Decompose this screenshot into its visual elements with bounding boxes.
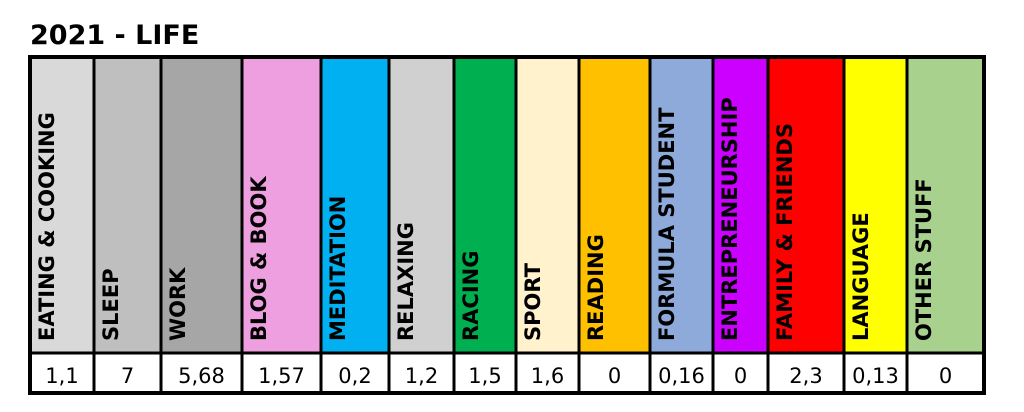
column-label: RACING [459, 251, 483, 341]
cell-value: 1,5 [468, 364, 501, 388]
cell-value: 0 [939, 364, 952, 388]
cell-value: 5,68 [178, 364, 225, 388]
column-label: BLOG & BOOK [247, 176, 271, 341]
cell-value: 0,2 [338, 364, 371, 388]
header-cell [713, 57, 768, 353]
cell-value: 2,3 [789, 364, 822, 388]
value-cell [907, 353, 984, 393]
value-cell [713, 353, 768, 393]
column-label: EATING & COOKING [35, 112, 59, 341]
cell-value: 7 [121, 364, 134, 388]
header-cell [768, 57, 844, 353]
value-cell [242, 353, 321, 393]
value-cell [650, 353, 713, 393]
cell-value: 1,1 [45, 364, 78, 388]
column-label: RELAXING [394, 222, 418, 341]
value-cell [579, 353, 650, 393]
value-cell [94, 353, 161, 393]
column-label: OTHER STUFF [912, 178, 936, 341]
header-cell [650, 57, 713, 353]
header-cell [30, 57, 94, 353]
header-cell [161, 57, 242, 353]
column-label: MEDITATION [326, 196, 350, 341]
cell-value: 0 [608, 364, 621, 388]
title: 2021 - LIFE [30, 20, 199, 51]
value-cell [30, 353, 94, 393]
header-cell [579, 57, 650, 353]
header-cell [389, 57, 454, 353]
value-cell [161, 353, 242, 393]
column-label: SPORT [521, 262, 545, 341]
column-label: FAMILY & FRIENDS [773, 123, 797, 341]
column-label: WORK [166, 267, 190, 341]
header-cell [321, 57, 389, 353]
column-label: ENTREPRENEURSHIP [718, 97, 742, 341]
cell-value: 1,2 [405, 364, 438, 388]
cell-value: 0,13 [852, 364, 899, 388]
column-label: READING [584, 234, 608, 341]
cell-value: 1,6 [531, 364, 564, 388]
value-cell [844, 353, 907, 393]
value-cell [321, 353, 389, 393]
header-cell [516, 57, 579, 353]
header-cell [454, 57, 516, 353]
header-cell [94, 57, 161, 353]
column-label: FORMULA STUDENT [655, 107, 679, 341]
cell-value: 0,16 [658, 364, 705, 388]
cell-value: 0 [734, 364, 747, 388]
header-cell [844, 57, 907, 353]
value-cell [516, 353, 579, 393]
column-label: LANGUAGE [849, 212, 873, 341]
value-cell [389, 353, 454, 393]
header-cell [242, 57, 321, 353]
header-cell [907, 57, 984, 353]
value-cell [768, 353, 844, 393]
value-cell [454, 353, 516, 393]
cell-value: 1,57 [258, 364, 305, 388]
column-label: SLEEP [99, 268, 123, 341]
